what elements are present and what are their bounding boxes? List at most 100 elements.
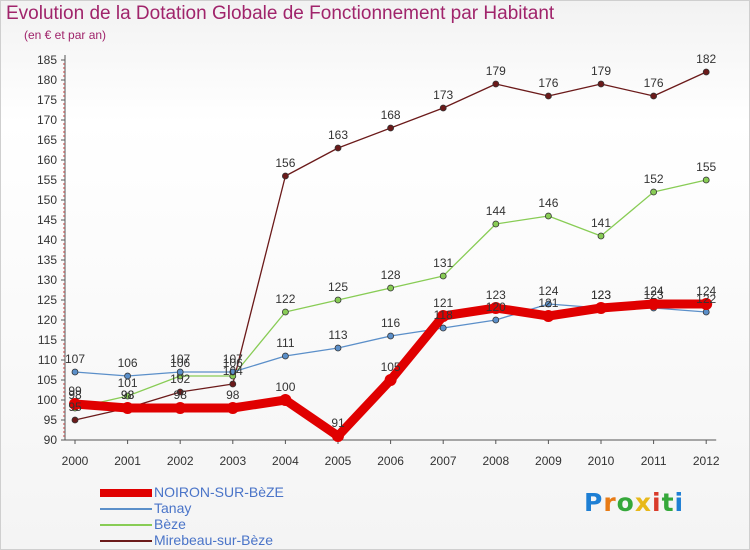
y-tick-label: 110: [38, 353, 57, 367]
data-point-beze: [334, 296, 342, 304]
x-tick-label: 2011: [641, 454, 667, 468]
data-label-beze: 144: [486, 204, 506, 218]
data-label-tanay: 111: [276, 336, 295, 350]
data-point-noiron-sur-beze: [384, 374, 397, 386]
legend-swatch-mirebeau-sur-beze: [100, 540, 152, 542]
chart-legend: NOIRON-SUR-BèZE Tanay Bèze Mirebeau-sur-…: [100, 484, 360, 549]
y-tick-label: 165: [37, 133, 57, 147]
x-tick-label: 2000: [62, 454, 89, 468]
data-label-tanay: 120: [486, 300, 506, 314]
data-point-tanay: [492, 316, 500, 324]
x-tick-label: 2003: [219, 454, 246, 468]
legend-item-tanay[interactable]: Tanay: [100, 500, 360, 517]
proxiti-logo[interactable]: Proxiti: [584, 488, 684, 517]
y-axis-ticks: 90 95 100 105 110 115 120 125 130 135 140 145 150 155…: [37, 53, 65, 447]
legend-label-tanay: Tanay: [154, 500, 192, 516]
data-label-mirebeau-sur-beze: 168: [381, 108, 401, 122]
data-label-noiron-sur-beze: 105: [381, 360, 401, 374]
y-tick-label: 160: [37, 153, 57, 167]
data-label-tanay: 106: [118, 356, 138, 370]
data-label-beze: 106: [223, 356, 243, 370]
data-label-tanay: 107: [170, 352, 190, 366]
x-tick-label: 2001: [114, 454, 141, 468]
y-tick-label: 135: [37, 253, 57, 267]
y-tick-label: 100: [37, 393, 57, 407]
data-label-beze: 146: [538, 196, 558, 210]
data-label-tanay: 107: [223, 352, 243, 366]
x-tick-label: 2004: [272, 454, 299, 468]
data-point-mirebeau-sur-beze: [439, 104, 447, 112]
brand-letter: o: [616, 488, 635, 517]
data-point-mirebeau-sur-beze: [71, 416, 79, 424]
data-point-mirebeau-sur-beze: [597, 80, 605, 88]
x-tick-label: 2010: [588, 454, 615, 468]
y-tick-label: 155: [37, 173, 57, 187]
legend-swatch-beze: [100, 524, 152, 526]
data-label-mirebeau-sur-beze: 95: [68, 400, 82, 414]
x-tick-label: 2002: [167, 454, 194, 468]
data-label-beze: 131: [433, 256, 453, 270]
data-point-tanay: [281, 352, 289, 360]
y-tick-label: 150: [37, 193, 57, 207]
data-point-beze: [597, 232, 605, 240]
data-label-noiron-sur-beze: 99: [68, 384, 82, 398]
data-label-noiron-sur-beze: 121: [433, 296, 453, 310]
data-point-mirebeau-sur-beze: [650, 92, 657, 100]
data-label-beze: 155: [696, 160, 716, 174]
data-point-tanay: [545, 300, 552, 308]
data-label-mirebeau-sur-beze: 176: [538, 76, 558, 90]
data-point-mirebeau-sur-beze: [545, 92, 552, 100]
data-label-noiron-sur-beze: 123: [591, 288, 611, 302]
x-tick-label: 2007: [430, 454, 457, 468]
data-label-noiron-sur-beze: 98: [174, 388, 188, 402]
data-label-beze: 122: [275, 292, 295, 306]
legend-label-noiron-sur-beze: NOIRON-SUR-BèZE: [154, 484, 284, 500]
data-label-noiron-sur-beze: 121: [538, 296, 558, 310]
data-label-mirebeau-sur-beze: 156: [275, 156, 295, 170]
data-label-mirebeau-sur-beze: 173: [433, 88, 453, 102]
x-tick-label: 2009: [535, 454, 562, 468]
brand-letter: t: [661, 488, 675, 517]
data-labels: 9598102104156163168173179176179176182981…: [65, 52, 717, 430]
data-point-noiron-sur-beze: [121, 402, 134, 414]
data-label-tanay: 123: [644, 288, 664, 302]
data-point-mirebeau-sur-beze: [702, 68, 710, 76]
data-label-mirebeau-sur-beze: 179: [591, 64, 611, 78]
data-label-tanay: 113: [328, 328, 347, 342]
y-tick-label: 120: [37, 313, 57, 327]
data-point-tanay: [229, 368, 237, 376]
data-label-noiron-sur-beze: 98: [121, 388, 135, 402]
data-point-noiron-sur-beze: [647, 298, 660, 310]
data-point-beze: [492, 220, 500, 228]
data-point-noiron-sur-beze: [279, 394, 292, 406]
data-label-noiron-sur-beze: 124: [644, 284, 664, 298]
y-tick-label: 140: [37, 233, 57, 247]
data-point-mirebeau-sur-beze: [176, 388, 184, 396]
brand-letter: P: [584, 488, 604, 517]
series-noiron-sur-beze: [69, 298, 713, 442]
legend-item-beze[interactable]: Bèze: [100, 516, 360, 533]
data-label-beze: 125: [328, 280, 348, 294]
data-point-tanay: [334, 344, 342, 352]
legend-swatch-tanay: [100, 508, 152, 510]
data-label-beze: 128: [381, 268, 401, 282]
x-tick-label: 2006: [377, 454, 404, 468]
data-point-mirebeau-sur-beze: [281, 172, 289, 180]
data-point-beze: [650, 188, 657, 196]
legend-item-noiron-sur-beze[interactable]: NOIRON-SUR-BèZE: [100, 484, 360, 501]
data-label-tanay: 124: [538, 284, 558, 298]
data-label-tanay: 118: [434, 308, 453, 322]
line-chart: 90 95 100 105 110 115 120 125 130 135 140 145 150 155…: [37, 52, 720, 468]
data-point-noiron-sur-beze: [542, 310, 555, 322]
data-point-noiron-sur-beze: [437, 310, 450, 322]
data-point-noiron-sur-beze: [174, 402, 187, 414]
data-point-beze: [702, 176, 710, 184]
data-label-mirebeau-sur-beze: 98: [121, 388, 135, 402]
data-label-beze: 106: [170, 356, 190, 370]
x-tick-label: 2008: [482, 454, 509, 468]
data-label-tanay: 123: [591, 288, 611, 302]
data-point-beze: [545, 212, 552, 220]
legend-item-mirebeau-sur-beze[interactable]: Mirebeau-sur-Bèze: [100, 532, 360, 549]
data-point-tanay: [439, 324, 447, 332]
